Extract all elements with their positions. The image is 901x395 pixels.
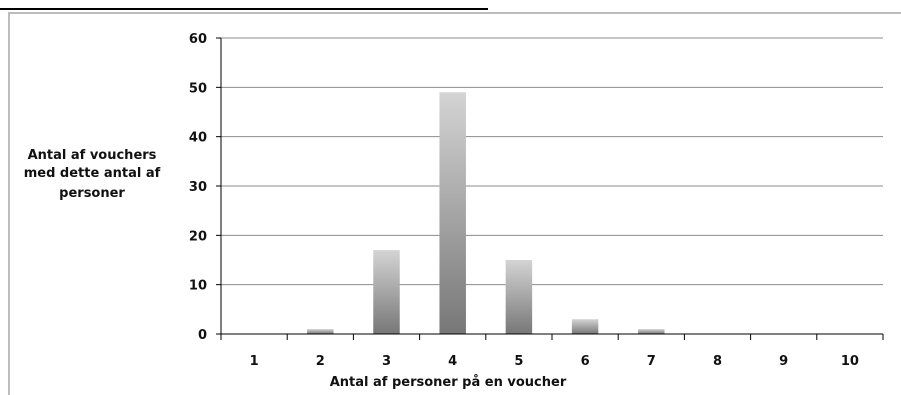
clipped-underline bbox=[0, 8, 488, 10]
x-tick-label: 2 bbox=[316, 354, 325, 369]
x-tick-label: 6 bbox=[581, 354, 590, 369]
bars bbox=[307, 92, 665, 335]
y-tick-label: 20 bbox=[189, 229, 207, 244]
bar-4 bbox=[439, 92, 466, 335]
y-tick-labels: 0 10 20 30 40 50 60 bbox=[189, 32, 207, 343]
y-tick-label: 60 bbox=[189, 32, 207, 47]
x-tick-label: 7 bbox=[647, 354, 656, 369]
bar-3 bbox=[373, 250, 400, 334]
x-tick-label: 10 bbox=[841, 354, 859, 369]
x-tick-labels: 1 2 3 4 5 6 7 8 9 10 bbox=[250, 354, 859, 369]
chart-frame-top bbox=[8, 12, 901, 14]
y-tick-label: 50 bbox=[189, 81, 207, 96]
x-tick-label: 1 bbox=[250, 354, 259, 369]
bar-2 bbox=[307, 329, 334, 334]
y-tick-label: 30 bbox=[189, 180, 207, 195]
y-axis-title-line-1: Antal af vouchers bbox=[28, 148, 157, 163]
y-axis-title-line-3: personer bbox=[59, 186, 125, 201]
gridlines bbox=[221, 37, 883, 286]
bar-7 bbox=[638, 329, 665, 334]
y-tick-label: 40 bbox=[189, 131, 207, 146]
chart-frame-left bbox=[8, 12, 10, 395]
axes bbox=[216, 37, 884, 340]
x-tick-label: 8 bbox=[713, 354, 722, 369]
y-axis-title-line-2: med dette antal af bbox=[24, 166, 161, 181]
bar-5 bbox=[505, 260, 533, 334]
y-tick-label: 10 bbox=[189, 279, 207, 294]
x-tick-label: 4 bbox=[448, 354, 457, 369]
x-axis-title: Antal af personer på en voucher bbox=[330, 375, 567, 390]
x-tick-label: 5 bbox=[514, 354, 523, 369]
bar-6 bbox=[571, 319, 599, 334]
y-tick-label: 0 bbox=[198, 328, 207, 343]
x-tick-label: 9 bbox=[779, 354, 788, 369]
x-tick-label: 3 bbox=[382, 354, 391, 369]
